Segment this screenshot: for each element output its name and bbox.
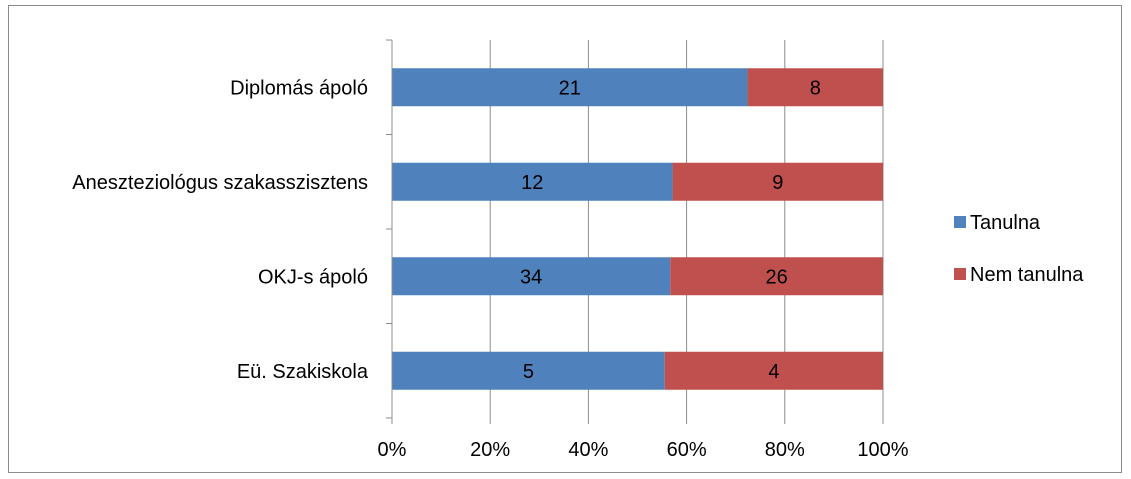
x-tick-label-3: 60% bbox=[667, 439, 707, 461]
data-label-1-0: 8 bbox=[810, 77, 821, 99]
x-tick-label-2: 40% bbox=[568, 439, 608, 461]
data-label-0-2: 34 bbox=[520, 266, 542, 288]
legend-label-1: Nem tanulna bbox=[970, 264, 1084, 286]
category-label-0: Diplomás ápoló bbox=[230, 77, 368, 99]
data-label-0-1: 12 bbox=[521, 172, 543, 194]
data-label-1-2: 26 bbox=[765, 266, 787, 288]
bar-tanulna-1 bbox=[392, 162, 673, 201]
bar-nem-tanulna-1 bbox=[672, 162, 883, 201]
bar-nem-tanulna-2 bbox=[670, 257, 883, 296]
x-tick-label-5: 100% bbox=[857, 439, 908, 461]
x-tick-label-4: 80% bbox=[765, 439, 805, 461]
x-tick-label-1: 20% bbox=[470, 439, 510, 461]
bar-nem-tanulna-0 bbox=[747, 68, 883, 107]
data-label-1-1: 9 bbox=[772, 172, 783, 194]
chart-frame bbox=[8, 5, 1122, 473]
category-label-2: OKJ-s ápoló bbox=[258, 266, 368, 288]
axes bbox=[386, 39, 884, 424]
data-label-0-0: 21 bbox=[559, 77, 581, 99]
legend: Tanulna Nem tanulna bbox=[954, 212, 1084, 286]
labels: 0% 20% 40% 60% 80% 100% 21 8 Diplomás ápoló 12 9 An… bbox=[72, 77, 908, 461]
bar-tanulna-2 bbox=[392, 257, 671, 296]
legend-label-0: Tanulna bbox=[970, 212, 1041, 234]
bar-tanulna-3 bbox=[392, 351, 665, 390]
category-label-1: Aneszteziológus szakasszisztens bbox=[72, 172, 368, 194]
bars bbox=[392, 68, 883, 390]
x-tick-label-0: 0% bbox=[378, 439, 407, 461]
bar-nem-tanulna-3 bbox=[664, 351, 883, 390]
data-label-0-3: 5 bbox=[523, 361, 534, 383]
category-label-3: Eü. Szakiskola bbox=[237, 361, 369, 383]
legend-swatch-1 bbox=[954, 268, 966, 280]
data-label-1-3: 4 bbox=[768, 361, 779, 383]
bar-tanulna-0 bbox=[392, 68, 748, 107]
legend-swatch-0 bbox=[954, 216, 966, 228]
